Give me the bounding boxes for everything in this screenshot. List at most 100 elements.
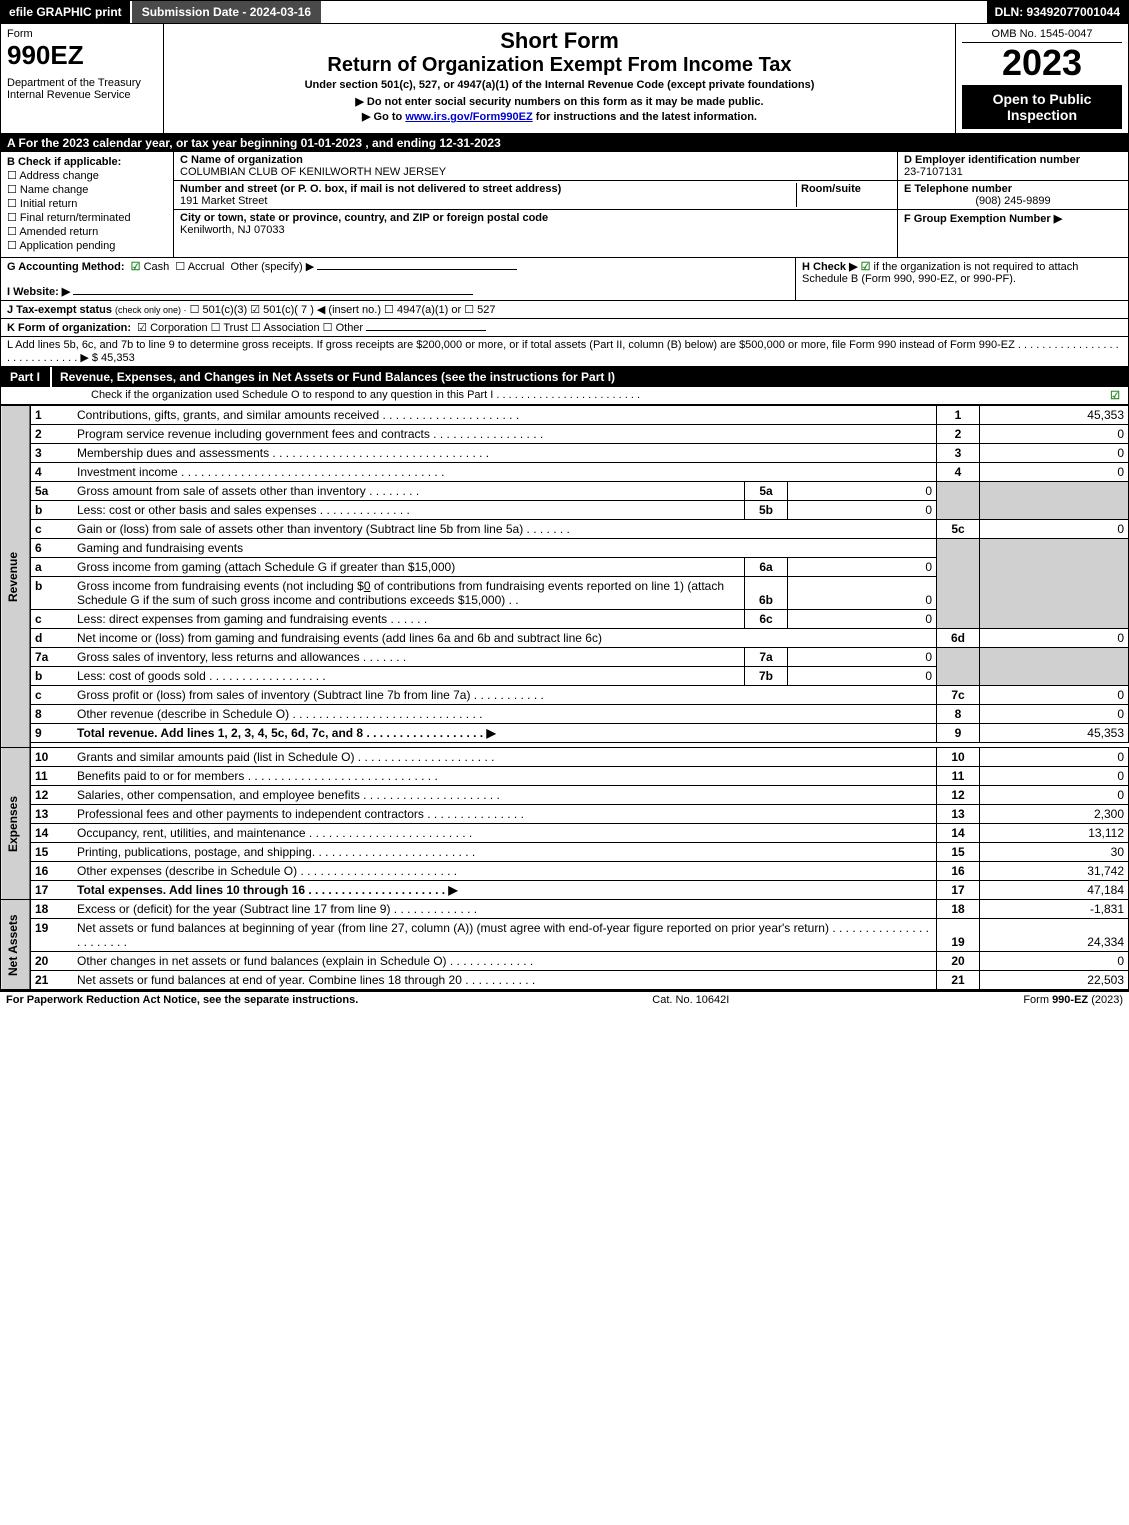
l16-desc: Other expenses (describe in Schedule O) … — [73, 862, 937, 881]
line-13: 13 Professional fees and other payments … — [1, 805, 1129, 824]
l5c-code: 5c — [937, 520, 980, 539]
l6d-amount: 0 — [980, 629, 1129, 648]
org-name-label: C Name of organization — [180, 154, 303, 166]
goto-link-line: ▶ Go to www.irs.gov/Form990EZ for instru… — [170, 110, 949, 123]
line-15: 15 Printing, publications, postage, and … — [1, 843, 1129, 862]
l18-code: 18 — [937, 900, 980, 919]
row-l: L Add lines 5b, 6c, and 7b to line 9 to … — [0, 337, 1129, 367]
l3-desc: Membership dues and assessments . . . . … — [73, 444, 937, 463]
l14-code: 14 — [937, 824, 980, 843]
l6c-subval: 0 — [788, 610, 937, 629]
l6b-subval: 0 — [788, 577, 937, 610]
opt-accrual[interactable]: Accrual — [188, 261, 225, 273]
k-other-input[interactable] — [366, 330, 486, 331]
l6a-sublabel: 6a — [745, 558, 788, 577]
l13-amount: 2,300 — [980, 805, 1129, 824]
top-bar: efile GRAPHIC print Submission Date - 20… — [0, 0, 1129, 24]
line-21: 21 Net assets or fund balances at end of… — [1, 971, 1129, 990]
irs-link[interactable]: www.irs.gov/Form990EZ — [405, 111, 532, 123]
line-16: 16 Other expenses (describe in Schedule … — [1, 862, 1129, 881]
footer-left: For Paperwork Reduction Act Notice, see … — [6, 994, 358, 1006]
l21-code: 21 — [937, 971, 980, 990]
l7ab-shade-code — [937, 648, 980, 686]
l6b-d1: Gross income from fundraising events (no… — [77, 579, 364, 593]
l18-num: 18 — [30, 900, 73, 919]
l4-num: 4 — [30, 463, 73, 482]
l7c-num: c — [30, 686, 73, 705]
part-1-note-text: Check if the organization used Schedule … — [91, 389, 640, 402]
group-exemption-label: F Group Exemption Number ▶ — [904, 213, 1062, 225]
part-1-check-icon[interactable]: ☑ — [1110, 389, 1120, 402]
l4-desc: Investment income . . . . . . . . . . . … — [73, 463, 937, 482]
l19-code: 19 — [937, 919, 980, 952]
l6-num: 6 — [30, 539, 73, 558]
chk-name-change[interactable]: ☐ Name change — [7, 183, 167, 196]
addr-row: Number and street (or P. O. box, if mail… — [174, 181, 897, 210]
website-label: I Website: ▶ — [7, 286, 70, 298]
l8-code: 8 — [937, 705, 980, 724]
line-11: 11 Benefits paid to or for members . . .… — [1, 767, 1129, 786]
h-check-icon[interactable]: ☑ — [861, 261, 871, 273]
title-short-form: Short Form — [170, 28, 949, 54]
line-5a: 5a Gross amount from sale of assets othe… — [1, 482, 1129, 501]
submission-date: Submission Date - 2024-03-16 — [130, 1, 321, 23]
l4-code: 4 — [937, 463, 980, 482]
l7b-subval: 0 — [788, 667, 937, 686]
j-options[interactable]: ☐ 501(c)(3) ☑ 501(c)( 7 ) ◀ (insert no.)… — [190, 304, 496, 316]
l5ab-shade-code — [937, 482, 980, 520]
opt-other[interactable]: Other (specify) ▶ — [231, 261, 315, 273]
form-number: 990EZ — [7, 40, 157, 71]
l2-amount: 0 — [980, 425, 1129, 444]
chk-address-change[interactable]: ☐ Address change — [7, 169, 167, 182]
chk-amended-return[interactable]: ☐ Amended return — [7, 225, 167, 238]
row-h: H Check ▶ ☑ if the organization is not r… — [795, 258, 1128, 300]
l12-num: 12 — [30, 786, 73, 805]
footer-right: Form 990-EZ (2023) — [1023, 994, 1123, 1006]
l14-amount: 13,112 — [980, 824, 1129, 843]
l6a-desc: Gross income from gaming (attach Schedul… — [73, 558, 745, 577]
row-j: J Tax-exempt status (check only one) · ☐… — [0, 301, 1129, 319]
website-input[interactable] — [73, 294, 473, 295]
l6a-num: a — [30, 558, 73, 577]
row-k: K Form of organization: ☑ Corporation ☐ … — [0, 319, 1129, 337]
l5c-amount: 0 — [980, 520, 1129, 539]
l7a-subval: 0 — [788, 648, 937, 667]
footer-right-post: (2023) — [1088, 994, 1123, 1006]
l20-amount: 0 — [980, 952, 1129, 971]
k-options[interactable]: ☑ Corporation ☐ Trust ☐ Association ☐ Ot… — [137, 322, 363, 334]
l11-code: 11 — [937, 767, 980, 786]
l7a-num: 7a — [30, 648, 73, 667]
l7c-code: 7c — [937, 686, 980, 705]
chk-application-pending[interactable]: ☐ Application pending — [7, 239, 167, 252]
l2-num: 2 — [30, 425, 73, 444]
header-left: Form 990EZ Department of the Treasury In… — [1, 24, 164, 133]
header-center: Short Form Return of Organization Exempt… — [164, 24, 956, 133]
l5c-desc: Gain or (loss) from sale of assets other… — [73, 520, 937, 539]
l2-code: 2 — [937, 425, 980, 444]
line-9: 9 Total revenue. Add lines 1, 2, 3, 4, 5… — [1, 724, 1129, 743]
room-label: Room/suite — [801, 183, 861, 195]
chk-final-return[interactable]: ☐ Final return/terminated — [7, 211, 167, 224]
part-1-note: Check if the organization used Schedule … — [0, 387, 1129, 405]
l6a-subval: 0 — [788, 558, 937, 577]
opt-cash[interactable]: Cash — [144, 261, 170, 273]
l17-code: 17 — [937, 881, 980, 900]
line-7c: c Gross profit or (loss) from sales of i… — [1, 686, 1129, 705]
line-18: Net Assets 18 Excess or (deficit) for th… — [1, 900, 1129, 919]
chk-initial-return[interactable]: ☐ Initial return — [7, 197, 167, 210]
footer-right-pre: Form — [1023, 994, 1052, 1006]
info-grid: B Check if applicable: ☐ Address change … — [0, 152, 1129, 258]
l11-amount: 0 — [980, 767, 1129, 786]
dln-label: DLN: 93492077001044 — [987, 1, 1128, 23]
city-state-zip: Kenilworth, NJ 07033 — [180, 224, 285, 236]
phone-value: (908) 245-9899 — [904, 195, 1122, 207]
other-specify-input[interactable] — [317, 269, 517, 270]
l1-num: 1 — [30, 406, 73, 425]
title-return: Return of Organization Exempt From Incom… — [170, 54, 949, 77]
l6c-desc: Less: direct expenses from gaming and fu… — [73, 610, 745, 629]
efile-label[interactable]: efile GRAPHIC print — [1, 1, 130, 23]
ein-value: 23-7107131 — [904, 166, 963, 178]
h-label: H Check ▶ — [802, 261, 861, 273]
accounting-label: G Accounting Method: — [7, 261, 125, 273]
form-header: Form 990EZ Department of the Treasury In… — [0, 24, 1129, 134]
